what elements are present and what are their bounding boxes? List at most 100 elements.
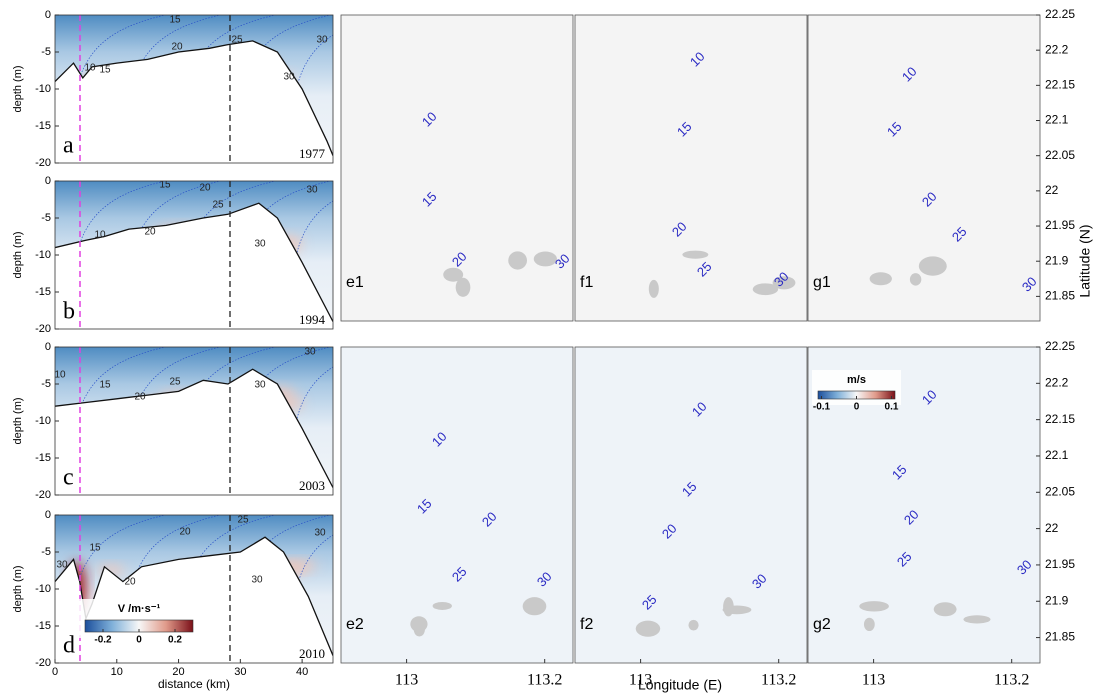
contour-label: 30 (306, 185, 318, 196)
y-tick-label: 22.05 (1045, 484, 1075, 498)
water-bg (808, 15, 1040, 321)
y-tick-label: -15 (35, 452, 51, 464)
y-tick-label: 22.1 (1045, 448, 1069, 462)
panel-letter: a (63, 133, 74, 159)
y-tick-label: -15 (35, 286, 51, 298)
island (909, 273, 922, 286)
seabed-fill (55, 40, 333, 163)
y-tick-label: 22.2 (1045, 375, 1069, 389)
seabed-fill (55, 203, 333, 329)
x-axis-label: distance (km) (158, 677, 230, 691)
panel-label: e2 (346, 616, 364, 633)
contour-label: 25 (237, 515, 249, 526)
contour-label: 20 (171, 42, 183, 53)
y-tick-label: 22.15 (1045, 412, 1075, 426)
contour-label: 10 (54, 370, 66, 381)
frame (574, 346, 808, 664)
water-bg (341, 347, 573, 663)
y-tick-label: 0 (45, 341, 51, 353)
y-tick-label: -5 (41, 46, 51, 58)
colorbar-tick-label: -0.1 (813, 402, 831, 413)
colorbar-tick-label: -0.2 (94, 635, 112, 646)
island (635, 620, 661, 637)
island (432, 601, 452, 610)
island (533, 251, 557, 267)
contour-label: 15 (99, 65, 111, 76)
panel-letter: d (63, 633, 75, 659)
panel-label: e1 (346, 274, 364, 291)
island (682, 250, 709, 259)
y-tick-label: -10 (35, 583, 51, 595)
x-tick-label: 10 (111, 666, 123, 678)
island (722, 605, 752, 615)
x-tick-label: 113.2 (527, 672, 562, 689)
panel-letter: b (63, 299, 75, 325)
island (869, 272, 892, 286)
y-tick-label: 22 (1045, 183, 1059, 197)
colorbar-tick-label: 0.1 (885, 402, 899, 413)
x-tick-label: 0 (52, 666, 58, 678)
colorbar-label: V /m·s⁻¹ (118, 603, 161, 615)
y-tick-label: 21.95 (1045, 218, 1075, 232)
y-tick-label: 21.85 (1045, 630, 1075, 644)
contour-label: 20 (124, 577, 136, 588)
contour-label: 25 (231, 35, 243, 46)
x-tick-label: 113.2 (994, 672, 1029, 689)
panel-year: 1994 (299, 312, 326, 327)
panel-label: f1 (580, 274, 593, 291)
seabed-fill (55, 369, 333, 495)
contour-label: 10 (84, 63, 96, 74)
salinity-contour (294, 34, 333, 96)
y-tick-label: -20 (35, 657, 51, 669)
y-tick-label: 22 (1045, 521, 1059, 535)
contour-label: 15 (159, 180, 171, 191)
y-tick-label: -5 (41, 212, 51, 224)
y-tick-label: 21.85 (1045, 289, 1075, 303)
panel-year: 2003 (299, 478, 325, 493)
y-tick-label: -20 (35, 323, 51, 335)
y-tick-label: -10 (35, 249, 51, 261)
contour-label: 30 (283, 72, 295, 83)
seabed-line (55, 202, 333, 322)
y-tick-label: -15 (35, 620, 51, 632)
island (863, 617, 875, 632)
x-tick-label: 113 (629, 672, 652, 689)
contour-label: 10 (94, 230, 106, 241)
panel-letter: c (63, 465, 74, 491)
salinity-contour (294, 200, 333, 262)
island (508, 251, 527, 270)
seabed-line (55, 40, 333, 156)
y-tick-label: 0 (45, 175, 51, 187)
salinity-contour (294, 366, 333, 428)
x-tick-label: 20 (172, 666, 184, 678)
contour-label: 15 (89, 543, 101, 554)
y-tick-label: 0 (45, 509, 51, 521)
y-axis-label: depth (m) (12, 65, 24, 112)
y-tick-label: 0 (45, 9, 51, 21)
island (772, 276, 796, 290)
panel-label: g2 (813, 616, 831, 633)
island (410, 616, 428, 633)
island (752, 283, 779, 296)
y-tick-label: -10 (35, 83, 51, 95)
water-bg (575, 15, 807, 321)
y-tick-label: 22.25 (1045, 7, 1075, 21)
contour-label: 30 (314, 528, 326, 539)
x-axis-label: Longitude (E) (638, 677, 722, 693)
frame (340, 14, 574, 322)
y-axis-label: depth (m) (12, 397, 24, 444)
contour-label: 15 (169, 15, 181, 26)
colorbar-label: m/s (847, 374, 866, 386)
island (443, 267, 464, 282)
colorbar-tick-label: 0.2 (168, 635, 182, 646)
profile-panel: 10 15 20 25 30 30 (54, 347, 333, 495)
frame (574, 14, 808, 322)
x-tick-label: 113.2 (761, 672, 796, 689)
contour-label: 25 (212, 200, 224, 211)
contour-label: 30 (56, 560, 68, 571)
y-tick-label: 22.1 (1045, 113, 1069, 127)
x-tick-label: 113 (862, 672, 885, 689)
colorbar-tick-label: 0 (136, 635, 142, 646)
